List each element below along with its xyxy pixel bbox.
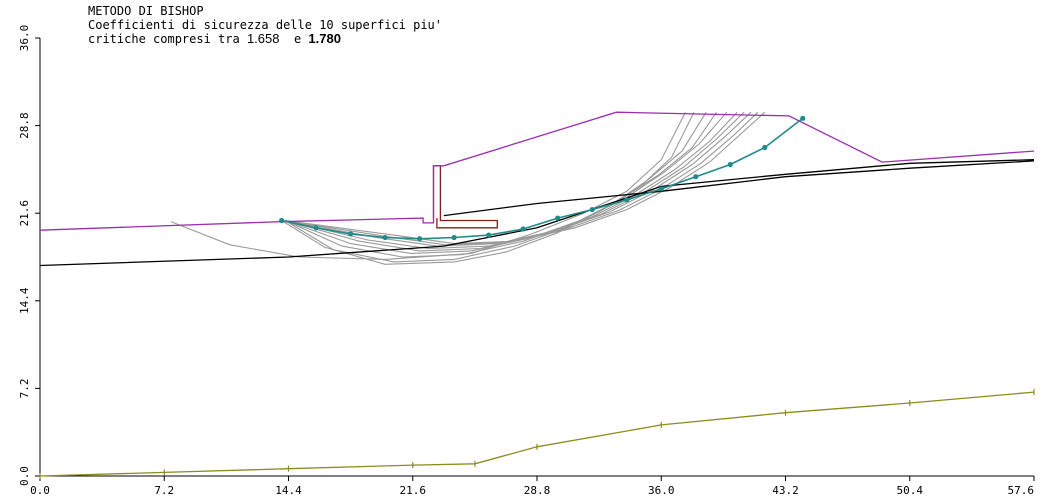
y-tick-label: 7.2 — [18, 378, 31, 398]
tick-labels: 0.0 7.2 14.4 21.6 28.8 36.0 43.2 50.4 57.6 0.0 7.2… — [18, 25, 1034, 497]
title-line-3-mid: e — [293, 32, 302, 46]
title-line-1: METODO DI BISHOP — [88, 4, 204, 18]
x-tick-label: 43.2 — [772, 484, 799, 497]
critical-point — [348, 231, 354, 237]
critical-point — [520, 226, 526, 232]
y-tick-label: 0.0 — [18, 466, 31, 486]
critical-point — [800, 115, 806, 121]
x-tick-label: 14.4 — [275, 484, 302, 497]
critical-point — [624, 197, 630, 203]
y-tick-label: 36.0 — [18, 25, 31, 52]
critical-point — [313, 225, 319, 231]
water-line — [39, 391, 1035, 477]
critical-point — [278, 217, 285, 224]
critical-point — [417, 236, 423, 242]
surface-line — [281, 111, 695, 265]
surface-line — [284, 111, 738, 252]
x-tick-label: 28.8 — [524, 484, 551, 497]
x-tick-label: 21.6 — [400, 484, 427, 497]
title-line-3-prefix: critiche compresi tra — [88, 32, 240, 46]
series-group — [39, 111, 1035, 479]
layer-line — [39, 159, 1035, 267]
y-tick-label: 28.8 — [18, 112, 31, 139]
critical-point — [727, 161, 733, 168]
critical-point — [382, 234, 388, 241]
surface-line — [284, 111, 752, 247]
critical-point — [555, 215, 561, 221]
title-line-2: Coefficienti di sicurezza delle 10 super… — [88, 18, 443, 32]
surface-line — [284, 111, 759, 246]
axes — [35, 37, 1035, 481]
critical-point — [658, 186, 664, 192]
critical-point — [589, 206, 595, 213]
x-tick-label: 7.2 — [154, 484, 174, 497]
chart-title: METODO DI BISHOP Coefficienti di sicurez… — [88, 4, 442, 46]
surface-line — [284, 111, 728, 254]
critical-point — [762, 144, 768, 151]
y-tick-label: 21.6 — [18, 200, 31, 227]
x-tick-label: 36.0 — [648, 484, 675, 497]
surface-line — [284, 111, 707, 263]
x-tick-label: 57.6 — [1008, 484, 1035, 497]
surface-line — [170, 111, 686, 260]
fs-max-value: 1.780 — [308, 31, 341, 46]
x-tick-label: 50.4 — [897, 484, 924, 497]
critical-point — [693, 174, 699, 180]
critical-point — [451, 234, 457, 241]
x-tick-label: 0.0 — [30, 484, 50, 497]
ground-line — [39, 111, 1035, 231]
critical-point — [486, 232, 492, 238]
layer-line — [443, 160, 1035, 217]
y-tick-label: 14.4 — [18, 287, 31, 314]
critical-line — [281, 117, 804, 240]
wall-line — [432, 165, 498, 229]
fs-min-value: 1.658 — [246, 31, 280, 46]
